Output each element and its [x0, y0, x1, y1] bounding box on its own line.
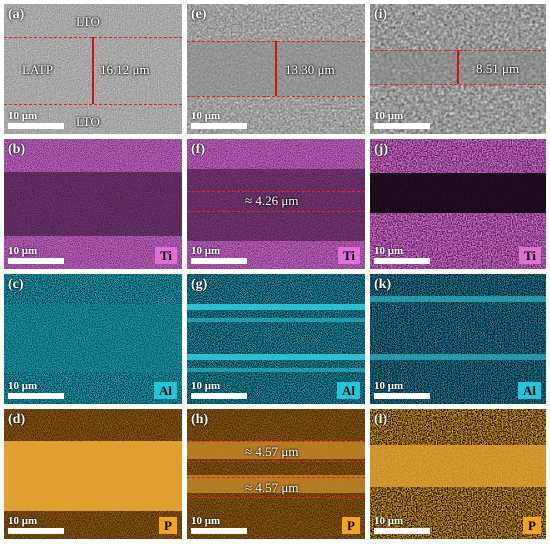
p-map [370, 409, 546, 539]
scale-bar: 10 μm [8, 380, 64, 399]
scale-bar: 10 μm [191, 380, 247, 399]
panel-l: (l) 10 μm P [370, 409, 546, 539]
layer-label-lto-top: LTO [76, 14, 100, 29]
scale-bar-label: 10 μm [191, 110, 221, 122]
panel-e: 13.30 μm (e) 10 μm [187, 4, 365, 134]
panel-label: (j) [374, 142, 388, 157]
scale-bar: 10 μm [374, 515, 430, 534]
panel-label: (i) [374, 7, 388, 22]
thickness-marker [457, 50, 459, 84]
scale-bar: 10 μm [191, 245, 247, 264]
panel-d: (d) 10 μm P [4, 409, 182, 539]
panel-label: (d) [8, 412, 26, 427]
panel-label: (l) [374, 412, 388, 427]
element-badge-p: P [523, 517, 541, 534]
panel-a: LTO LATP 16.12 μm LTO (a) 10 μm [4, 4, 182, 134]
panel-c: (c) 10 μm Al [4, 274, 182, 404]
p-map [187, 409, 365, 539]
element-badge-al: Al [154, 382, 177, 399]
al-map [4, 274, 182, 404]
scale-bar-label: 10 μm [8, 245, 38, 257]
element-badge-p: P [342, 517, 360, 534]
panel-h: ≈ 4.57 μm ≈ 4.57 μm (h) 10 μm P [187, 409, 365, 539]
band1-boundary-top [187, 441, 365, 442]
panel-k: (k) 10 μm Al [370, 274, 546, 404]
thickness-label: 8.51 μm [476, 61, 520, 76]
scale-bar-label: 10 μm [374, 110, 404, 122]
panel-label: (c) [8, 277, 24, 292]
scale-bar-label: 10 μm [191, 245, 221, 257]
element-badge-ti: Ti [518, 247, 541, 264]
ti-map [4, 139, 182, 269]
al-map [370, 274, 546, 404]
band1-width-label: ≈ 4.57 μm [245, 444, 299, 459]
scale-bar-label: 10 μm [8, 110, 38, 122]
panel-i: 8.51 μm (i) 10 μm [370, 4, 546, 134]
panel-j: (j) 10 μm Ti [370, 139, 546, 269]
scale-bar-label: 10 μm [374, 245, 404, 257]
panel-g: (g) 10 μm Al [187, 274, 365, 404]
thickness-marker [92, 37, 94, 104]
scale-bar: 10 μm [191, 110, 247, 129]
p-map [4, 409, 182, 539]
panel-label: (k) [374, 277, 392, 292]
band-boundary-top [187, 191, 365, 192]
scale-bar-label: 10 μm [8, 515, 38, 527]
thickness-label: 13.30 μm [285, 62, 335, 77]
band2-boundary-bottom [187, 497, 365, 498]
thickness-label: 16.12 μm [100, 62, 150, 77]
layer-boundary-bottom [4, 104, 182, 105]
scale-bar: 10 μm [374, 245, 430, 264]
scale-bar: 10 μm [8, 110, 64, 129]
al-map [187, 274, 365, 404]
scale-bar: 10 μm [374, 110, 430, 129]
band-width-label: ≈ 4.26 μm [245, 193, 299, 208]
scale-bar-label: 10 μm [191, 380, 221, 392]
layer-boundary-bottom [187, 96, 365, 97]
layer-boundary-bottom [370, 84, 546, 85]
element-badge-al: Al [518, 382, 541, 399]
element-badge-p: P [159, 517, 177, 534]
element-badge-al: Al [337, 382, 360, 399]
layer-label-latp: LATP [22, 62, 54, 77]
scale-bar-label: 10 μm [374, 515, 404, 527]
ti-map [370, 139, 546, 269]
scale-bar-label: 10 μm [374, 380, 404, 392]
scale-bar: 10 μm [8, 515, 64, 534]
panel-label: (a) [8, 7, 25, 22]
scale-bar-label: 10 μm [8, 380, 38, 392]
ti-map [187, 139, 365, 269]
layer-label-lto-bottom: LTO [76, 114, 100, 129]
panel-label: (f) [191, 142, 205, 157]
scale-bar: 10 μm [191, 515, 247, 534]
panel-label: (h) [191, 412, 209, 427]
band-boundary-bottom [187, 211, 365, 212]
panel-label: (b) [8, 142, 26, 157]
panel-label: (e) [191, 7, 207, 22]
panel-label: (g) [191, 277, 208, 292]
scale-bar: 10 μm [374, 380, 430, 399]
panel-f: ≈ 4.26 μm (f) 10 μm Ti [187, 139, 365, 269]
band1-boundary-bottom [187, 461, 365, 462]
band2-boundary-top [187, 477, 365, 478]
band2-width-label: ≈ 4.57 μm [245, 480, 299, 495]
scale-bar: 10 μm [8, 245, 64, 264]
scale-bar-label: 10 μm [191, 515, 221, 527]
element-badge-ti: Ti [154, 247, 177, 264]
element-badge-ti: Ti [337, 247, 360, 264]
thickness-marker [275, 41, 277, 96]
panel-b: (b) 10 μm Ti [4, 139, 182, 269]
